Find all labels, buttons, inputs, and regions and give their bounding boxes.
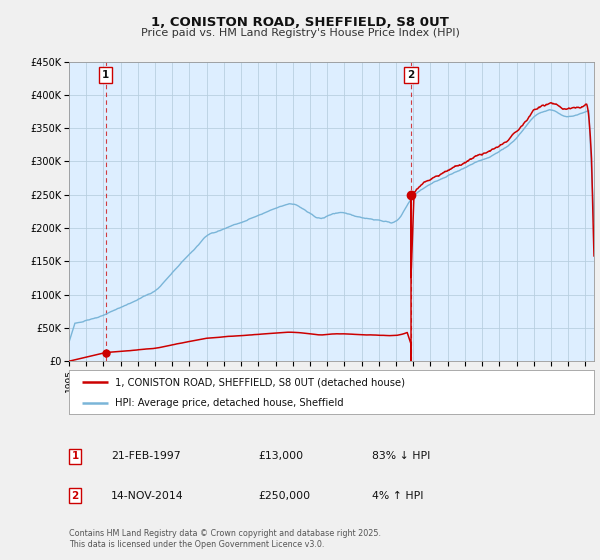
Text: HPI: Average price, detached house, Sheffield: HPI: Average price, detached house, Shef… <box>115 398 344 408</box>
Text: £13,000: £13,000 <box>258 451 303 461</box>
Text: This data is licensed under the Open Government Licence v3.0.: This data is licensed under the Open Gov… <box>69 540 325 549</box>
Text: Price paid vs. HM Land Registry's House Price Index (HPI): Price paid vs. HM Land Registry's House … <box>140 28 460 38</box>
Text: 1: 1 <box>102 70 109 80</box>
Text: 1, CONISTON ROAD, SHEFFIELD, S8 0UT (detached house): 1, CONISTON ROAD, SHEFFIELD, S8 0UT (det… <box>115 377 405 387</box>
Text: 4% ↑ HPI: 4% ↑ HPI <box>372 491 424 501</box>
Text: £250,000: £250,000 <box>258 491 310 501</box>
Text: Contains HM Land Registry data © Crown copyright and database right 2025.: Contains HM Land Registry data © Crown c… <box>69 529 381 538</box>
Text: 21-FEB-1997: 21-FEB-1997 <box>111 451 181 461</box>
Text: 1: 1 <box>71 451 79 461</box>
Text: 1, CONISTON ROAD, SHEFFIELD, S8 0UT: 1, CONISTON ROAD, SHEFFIELD, S8 0UT <box>151 16 449 29</box>
Text: 14-NOV-2014: 14-NOV-2014 <box>111 491 184 501</box>
Text: 2: 2 <box>71 491 79 501</box>
Text: 83% ↓ HPI: 83% ↓ HPI <box>372 451 430 461</box>
Text: 2: 2 <box>407 70 415 80</box>
